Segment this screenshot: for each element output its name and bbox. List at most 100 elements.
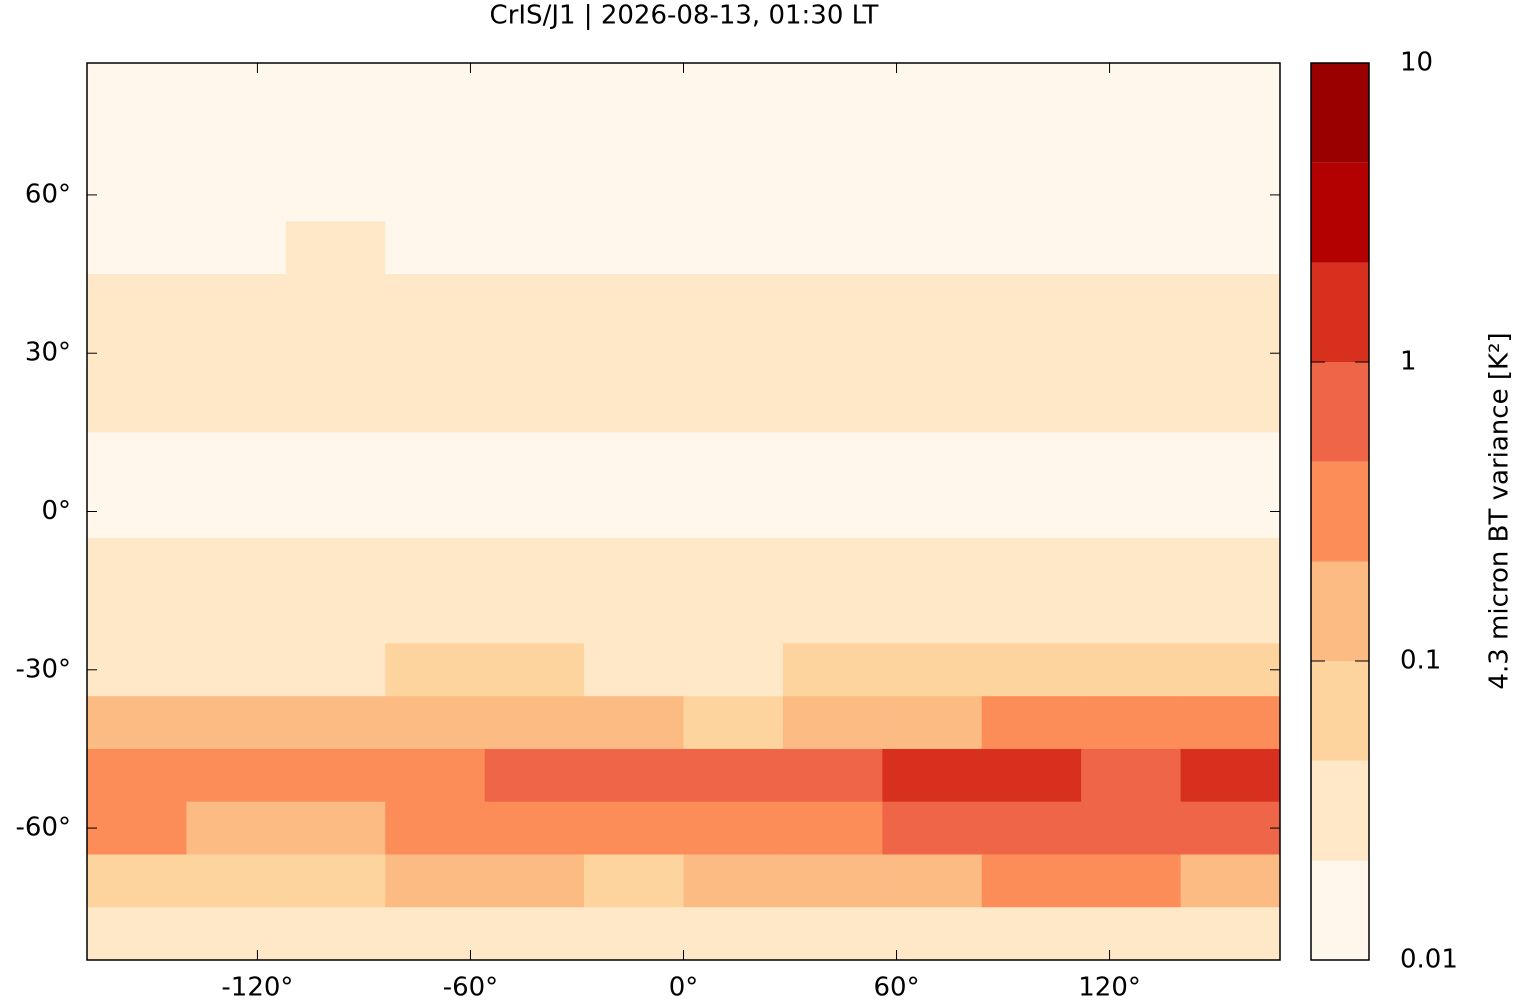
- colorbar-bin: [1311, 63, 1369, 163]
- field-cell: [1180, 537, 1281, 592]
- field-cell: [1180, 643, 1281, 697]
- field-cell: [882, 168, 983, 222]
- field-cell: [87, 379, 187, 433]
- field-cell: [385, 63, 486, 117]
- field-cell: [584, 274, 684, 328]
- field-cell: [1081, 643, 1182, 697]
- field-cell: [285, 379, 386, 433]
- field-cell: [882, 907, 983, 961]
- field-cell: [87, 432, 187, 486]
- field-cell: [981, 432, 1082, 486]
- field-cell: [882, 274, 983, 328]
- field-cell: [385, 379, 486, 433]
- field-cell: [87, 221, 187, 275]
- field-cell: [882, 63, 983, 117]
- field-cell: [584, 221, 684, 275]
- field-cell: [1081, 854, 1182, 908]
- colorbar-tick-label: 10: [1400, 48, 1433, 78]
- field-cell: [1081, 432, 1182, 486]
- field-cell: [484, 801, 585, 855]
- field-cell: [285, 748, 386, 803]
- field-cell: [981, 907, 1082, 961]
- field-cell: [87, 63, 187, 117]
- field-cell: [981, 115, 1082, 170]
- field-cell: [782, 326, 883, 381]
- field-cell: [584, 854, 684, 908]
- colorbar-bin: [1311, 860, 1369, 960]
- field-cell: [385, 801, 486, 855]
- field-cell: [683, 748, 784, 803]
- field-cell: [87, 748, 187, 803]
- field-cell: [87, 590, 187, 644]
- colorbar-bin: [1311, 362, 1369, 462]
- field-cell: [782, 590, 883, 644]
- field-cell: [981, 326, 1082, 381]
- field-cell: [782, 63, 883, 117]
- field-cell: [1081, 590, 1182, 644]
- field-cell: [1180, 115, 1281, 170]
- colorbar-bin: [1311, 561, 1369, 661]
- field-cell: [1180, 748, 1281, 803]
- field-cell: [186, 485, 287, 539]
- field-cell: [186, 63, 287, 117]
- colorbar-bin: [1311, 461, 1369, 562]
- field-cell: [584, 115, 684, 170]
- field-cell: [882, 643, 983, 697]
- field-cell: [683, 907, 784, 961]
- field-cell: [683, 801, 784, 855]
- field-cell: [1081, 221, 1182, 275]
- field-cell: [1081, 379, 1182, 433]
- field-cell: [1180, 168, 1281, 222]
- field-cell: [1180, 590, 1281, 644]
- x-tick-label: 60°: [873, 973, 919, 1002]
- field-cell: [385, 907, 486, 961]
- field-cell: [981, 168, 1082, 222]
- field-cell: [186, 115, 287, 170]
- field-cell: [484, 432, 585, 486]
- field-cell: [285, 643, 386, 697]
- field-cell: [285, 696, 386, 750]
- field-cell: [782, 696, 883, 750]
- field-cell: [385, 221, 486, 275]
- field-cell: [186, 590, 287, 644]
- field-cell: [1180, 274, 1281, 328]
- field-cell: [1081, 115, 1182, 170]
- y-tick-label: 0°: [41, 496, 71, 526]
- field-cell: [584, 590, 684, 644]
- field-cell: [484, 221, 585, 275]
- field-cell: [584, 326, 684, 381]
- field-cell: [882, 485, 983, 539]
- y-tick-label: 60°: [25, 179, 71, 209]
- field-cell: [882, 379, 983, 433]
- field-cell: [1081, 537, 1182, 592]
- field-cell: [782, 854, 883, 908]
- field-cell: [683, 326, 784, 381]
- colorbar-frame: [1310, 62, 1370, 961]
- field-cell: [385, 326, 486, 381]
- field-cell: [186, 696, 287, 750]
- field-cell: [584, 907, 684, 961]
- field-cell: [385, 696, 486, 750]
- field-cell: [285, 326, 386, 381]
- field-cell: [584, 63, 684, 117]
- field-cell: [1180, 696, 1281, 750]
- field-cell: [1180, 432, 1281, 486]
- chart-title: CrIS/J1 | 2026-08-13, 01:30 LT: [490, 1, 879, 31]
- field-cell: [882, 115, 983, 170]
- field-cell: [683, 590, 784, 644]
- field-cell: [981, 854, 1082, 908]
- field-cell: [882, 326, 983, 381]
- field-cell: [285, 801, 386, 855]
- field-cell: [584, 748, 684, 803]
- field-cell: [385, 432, 486, 486]
- field-cell: [385, 748, 486, 803]
- field-cell: [285, 432, 386, 486]
- field-cell: [782, 748, 883, 803]
- field-cell: [882, 432, 983, 486]
- field-cell: [484, 326, 585, 381]
- field-cell: [285, 485, 386, 539]
- field-cell: [683, 643, 784, 697]
- field-cell: [683, 115, 784, 170]
- field-cell: [385, 643, 486, 697]
- colorbar-bin: [1311, 661, 1369, 761]
